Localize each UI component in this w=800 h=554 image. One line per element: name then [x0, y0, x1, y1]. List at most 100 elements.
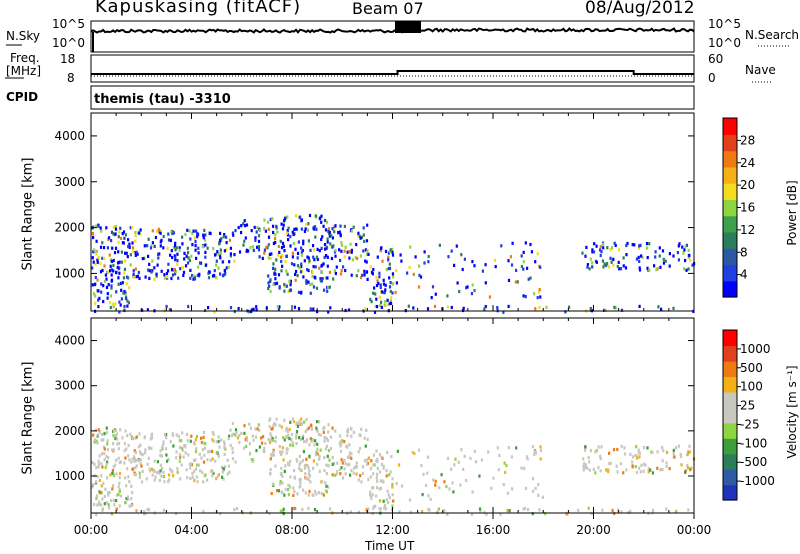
heatmap-cell — [94, 262, 97, 266]
heatmap-cell — [385, 268, 388, 272]
heatmap-cell — [584, 445, 587, 449]
heatmap-cell — [678, 242, 681, 246]
heatmap-cell — [138, 450, 142, 454]
heatmap-cell — [490, 486, 493, 490]
heatmap-cell — [339, 449, 343, 453]
heatmap-cell — [111, 471, 114, 475]
colorbar-tick-label: 1000 — [740, 342, 771, 356]
heatmap-cell — [113, 251, 117, 255]
heatmap-cell — [659, 265, 662, 269]
heatmap-cell — [684, 470, 687, 474]
heatmap-cell — [178, 248, 181, 252]
heatmap-cell — [300, 246, 303, 250]
heatmap-cell — [331, 227, 334, 231]
heatmap-cell — [369, 490, 372, 494]
heatmap-cell — [117, 267, 121, 271]
heatmap-cell — [379, 304, 382, 308]
heatmap-cell — [316, 420, 319, 424]
heatmap-cell — [277, 244, 280, 248]
heatmap-cell — [182, 270, 186, 274]
heatmap-cell — [433, 304, 437, 308]
heatmap-cell — [107, 493, 110, 497]
heatmap-cell — [377, 281, 380, 286]
heatmap-cell — [138, 471, 141, 475]
heatmap-cell — [280, 246, 284, 250]
heatmap-cell — [134, 451, 137, 455]
heatmap-cell — [231, 421, 234, 426]
heatmap-cell — [117, 282, 120, 286]
heatmap-cell — [99, 245, 103, 249]
heatmap-cell — [111, 302, 115, 306]
heatmap-cell — [339, 224, 342, 228]
heatmap-cell — [427, 255, 430, 259]
heatmap-cell — [315, 286, 319, 290]
heatmap-cell — [153, 266, 156, 270]
heatmap-cell — [224, 447, 227, 451]
heatmap-cell — [100, 229, 103, 233]
heatmap-cell — [382, 480, 385, 484]
heatmap-cell — [307, 268, 310, 273]
heatmap-cell — [285, 269, 288, 273]
heatmap-cell — [500, 244, 503, 248]
heatmap-cell — [341, 476, 345, 480]
heatmap-cell — [296, 424, 300, 428]
heatmap-cell — [167, 473, 171, 477]
heatmap-cell — [426, 471, 429, 475]
heatmap-cell — [289, 420, 292, 424]
heatmap-cell — [305, 457, 308, 461]
heatmap-cell — [388, 276, 391, 280]
heatmap-cell — [328, 234, 331, 238]
heatmap-cell — [123, 441, 126, 446]
heatmap-cell — [341, 461, 344, 465]
heatmap-cell — [189, 466, 192, 470]
heatmap-cell — [126, 304, 129, 308]
heatmap-cell — [243, 424, 246, 428]
heatmap-cell — [206, 458, 209, 462]
heatmap-cell — [128, 286, 131, 290]
heatmap-cell — [167, 232, 170, 236]
heatmap-cell — [272, 230, 275, 235]
heatmap-cell — [269, 468, 272, 472]
heatmap-cell — [181, 235, 184, 239]
heatmap-cell — [642, 445, 646, 450]
heatmap-cell — [413, 451, 416, 456]
heatmap-cell — [108, 506, 111, 510]
heatmap-cell — [175, 433, 178, 437]
noise-sky-label: N.Sky — [6, 29, 41, 43]
heatmap-cell — [159, 463, 162, 467]
heatmap-cell — [281, 227, 285, 231]
heatmap-cell — [291, 255, 294, 259]
heatmap-cell — [165, 453, 168, 457]
heatmap-cell — [257, 248, 261, 252]
heatmap-cell — [128, 242, 131, 246]
heatmap-cell — [286, 448, 289, 452]
heatmap-cell — [338, 248, 341, 252]
heatmap-cell — [298, 266, 301, 270]
heatmap-cell — [274, 423, 277, 427]
heatmap-cell — [127, 244, 130, 249]
heatmap-cell — [160, 238, 163, 242]
heatmap-cell — [511, 487, 514, 491]
heatmap-cell — [167, 262, 170, 266]
heatmap-cell — [228, 238, 231, 242]
heatmap-cell — [249, 246, 252, 250]
heatmap-cell — [520, 466, 523, 470]
heatmap-cell — [114, 232, 117, 236]
heatmap-cell — [267, 227, 270, 231]
heatmap-cell — [471, 260, 474, 264]
heatmap-cell — [297, 240, 300, 244]
heatmap-cell — [334, 271, 337, 276]
heatmap-cell — [248, 442, 251, 446]
heatmap-cell — [438, 486, 441, 490]
heatmap-cell — [390, 296, 393, 300]
heatmap-cell — [309, 307, 312, 311]
heatmap-cell — [112, 225, 115, 229]
heatmap-cell — [536, 296, 539, 300]
heatmap-cell — [217, 454, 220, 458]
heatmap-cell — [126, 467, 129, 471]
heatmap-cell — [389, 248, 392, 252]
heatmap-cell — [114, 302, 117, 306]
heatmap-cell — [603, 262, 606, 266]
heatmap-cell — [256, 427, 259, 431]
heatmap-cell — [325, 472, 328, 476]
